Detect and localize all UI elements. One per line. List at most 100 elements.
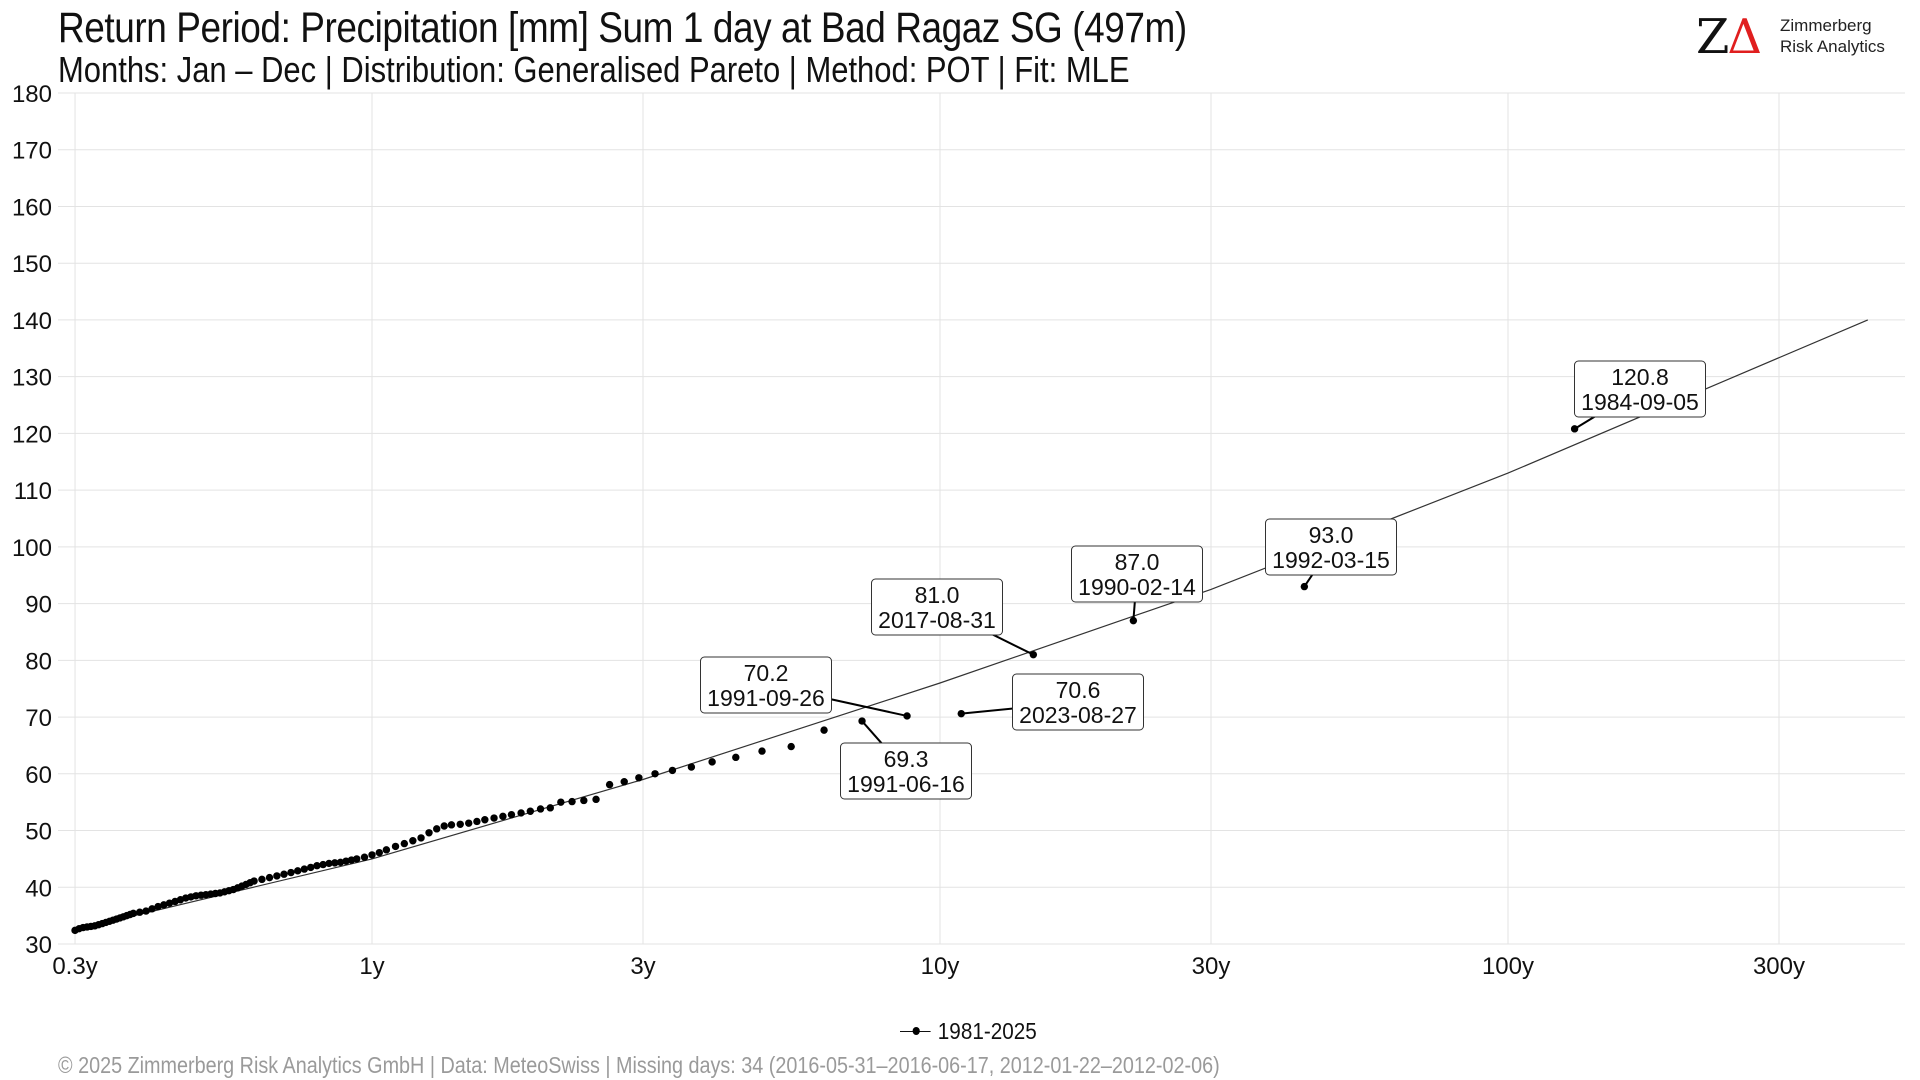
- fit-curve: [74, 319, 1869, 931]
- data-point: [507, 810, 516, 819]
- legend: 1981-2025: [900, 1016, 1037, 1046]
- data-point: [456, 820, 464, 828]
- y-axis-tick-labels: 30 40 50 60 70 80 90 100 110 120 130 140 150 160 170 18…: [12, 81, 52, 959]
- annotation-value: 120.8: [1611, 364, 1669, 390]
- data-point: [250, 877, 258, 885]
- annotation-date: 1992-03-15: [1272, 547, 1390, 573]
- data-point: [294, 867, 302, 875]
- annotation-date: 1991-06-16: [847, 771, 965, 797]
- annotation-box: [700, 656, 832, 714]
- data-point: [325, 859, 333, 868]
- data-point: [490, 814, 498, 822]
- y-tick-label: 90: [25, 592, 52, 619]
- data-point: [409, 837, 417, 845]
- data-point: [1029, 650, 1038, 659]
- data-point: [368, 851, 376, 859]
- data-point: [391, 842, 400, 851]
- data-point: [425, 829, 433, 837]
- legend-label: 1981-2025: [937, 1018, 1037, 1044]
- y-tick-label: 140: [12, 308, 52, 335]
- data-point: [546, 804, 554, 812]
- footer-credits: © 2025 Zimmerberg Risk Analytics GmbH | …: [58, 1052, 1220, 1078]
- x-tick-label: 100y: [1482, 953, 1534, 980]
- data-point: [382, 846, 391, 854]
- data-point: [331, 859, 339, 867]
- x-gridlines: [74, 93, 1780, 944]
- data-point: [758, 747, 766, 755]
- data-point: [687, 763, 696, 771]
- annotation-box: [871, 578, 1003, 636]
- annotation-value: 70.2: [744, 660, 789, 686]
- annotation-value: 69.3: [884, 746, 929, 772]
- data-point: [517, 809, 525, 817]
- data-point: [668, 766, 677, 775]
- annotation-date: 2023-08-27: [1019, 702, 1137, 728]
- data-point: [620, 778, 628, 786]
- y-tick-label: 160: [12, 194, 52, 221]
- y-tick-label: 180: [12, 81, 52, 108]
- data-point: [592, 795, 600, 804]
- logo-text: Zimmerberg Risk Analytics: [1780, 15, 1885, 57]
- data-point: [635, 774, 643, 782]
- chart-subtitle: Months: Jan – Dec | Distribution: Genera…: [58, 49, 1130, 90]
- logo-mark-z: Z: [1696, 9, 1729, 65]
- data-point: [481, 816, 489, 824]
- data-point: [651, 770, 659, 778]
- x-tick-label: 10y: [921, 953, 960, 980]
- data-point: [319, 860, 327, 869]
- annotation-value: 81.0: [915, 582, 960, 608]
- fit-curve-group: [74, 319, 1869, 931]
- data-point: [300, 865, 309, 873]
- logo-line-2: Risk Analytics: [1780, 37, 1885, 56]
- data-point: [400, 839, 409, 848]
- y-tick-label: 130: [12, 365, 52, 392]
- data-point: [287, 868, 295, 877]
- annotation-value: 70.6: [1056, 677, 1101, 703]
- data-point: [136, 908, 144, 916]
- x-axis-tick-labels: 0.3y 1y 3y 10y 30y 100y 300y: [52, 953, 1805, 980]
- x-tick-label: 0.3y: [52, 953, 97, 980]
- data-point: [353, 855, 361, 863]
- data-points-group: [71, 425, 1579, 935]
- x-tick-label: 3y: [630, 953, 655, 980]
- logo-line-1: Zimmerberg: [1780, 16, 1872, 35]
- y-tick-label: 40: [25, 875, 52, 902]
- y-tick-label: 110: [14, 478, 52, 505]
- y-tick-label: 170: [12, 138, 52, 165]
- data-point: [280, 870, 288, 878]
- data-point: [336, 858, 345, 867]
- data-point: [447, 821, 456, 829]
- data-point: [526, 807, 535, 815]
- x-tick-label: 30y: [1192, 953, 1231, 980]
- y-tick-label: 50: [25, 819, 52, 846]
- data-point: [360, 853, 369, 861]
- annotation-date: 1990-02-14: [1078, 574, 1196, 600]
- data-point: [580, 796, 588, 805]
- y-tick-label: 150: [12, 251, 52, 278]
- data-point: [732, 753, 740, 762]
- data-point: [313, 862, 321, 870]
- y-tick-label: 30: [25, 932, 52, 959]
- data-point: [499, 812, 507, 821]
- data-point: [307, 863, 315, 872]
- annotation-date: 1991-09-26: [707, 685, 825, 711]
- data-point: [568, 797, 576, 806]
- data-point: [787, 742, 795, 751]
- chart-title: Return Period: Precipitation [mm] Sum 1 …: [58, 4, 1187, 52]
- data-point: [258, 875, 266, 884]
- annotation-box: [1012, 673, 1144, 731]
- data-point: [536, 805, 545, 813]
- annotation-box: [1574, 360, 1706, 418]
- annotation-value: 93.0: [1309, 522, 1354, 548]
- annotation-box: [1265, 518, 1397, 576]
- logo-mark: ZΔ: [1696, 9, 1762, 65]
- y-tick-label: 70: [25, 705, 52, 732]
- data-point: [820, 726, 828, 734]
- logo-mark-delta: Δ: [1727, 9, 1762, 65]
- data-point: [605, 780, 614, 789]
- data-point: [708, 758, 716, 766]
- x-tick-label: 1y: [359, 953, 384, 980]
- data-point: [417, 834, 425, 842]
- y-tick-label: 120: [12, 421, 52, 448]
